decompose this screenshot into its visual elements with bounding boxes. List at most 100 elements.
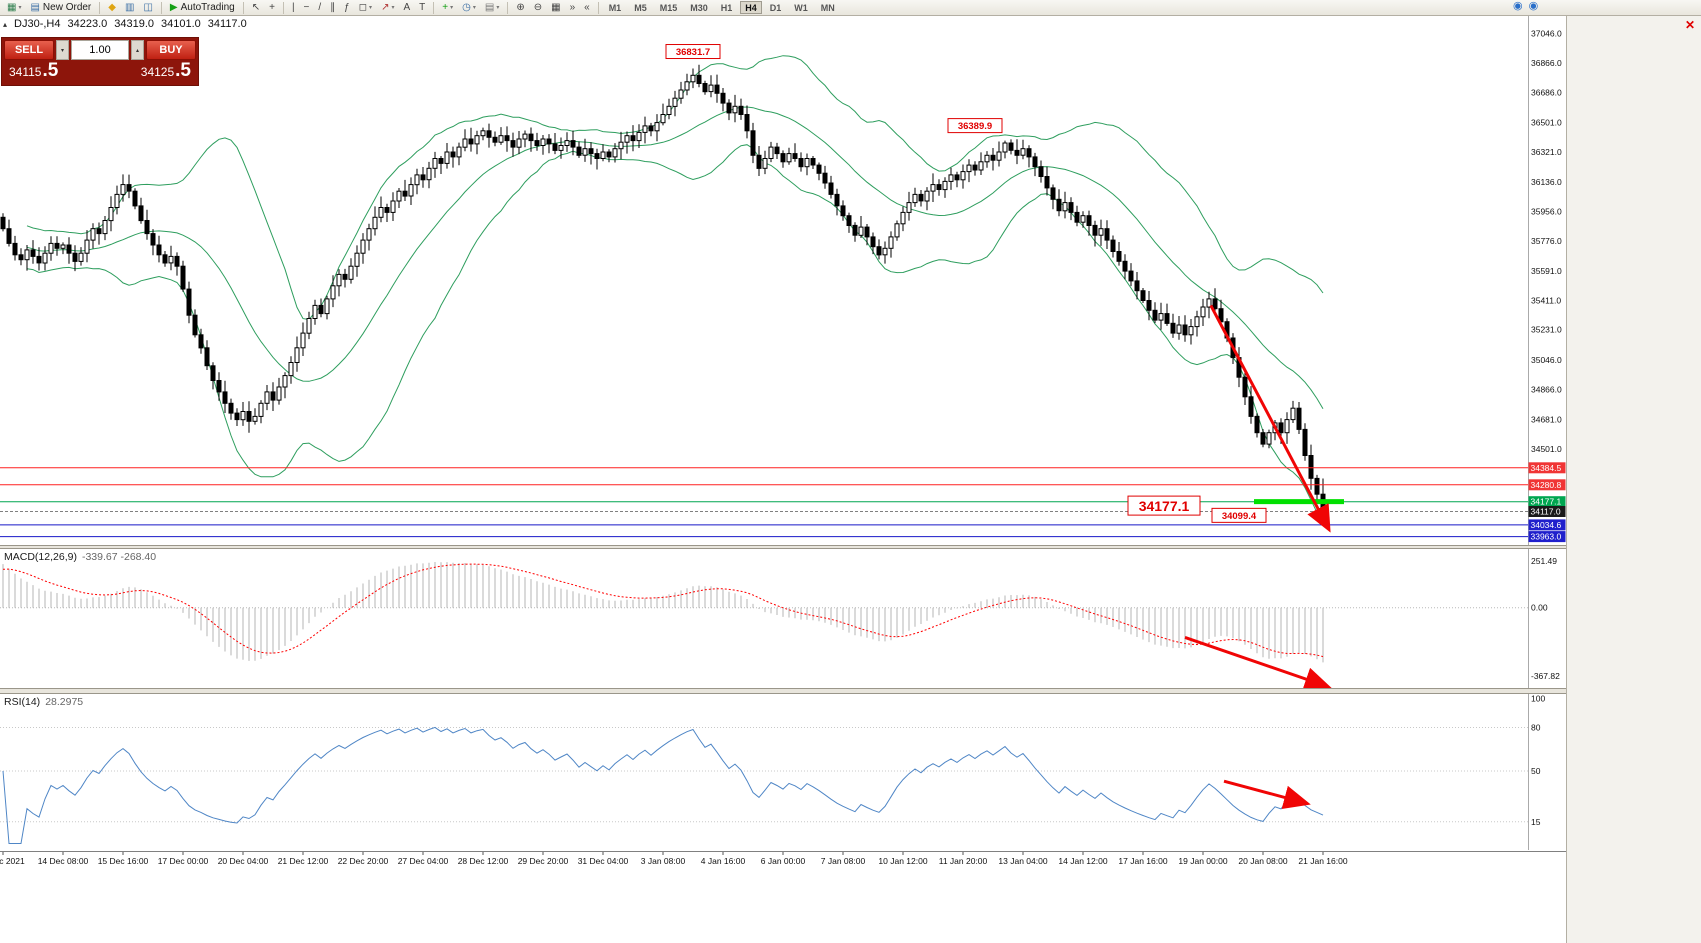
timeframe-w1-button[interactable]: W1 [794, 3, 808, 13]
tile-windows-icon[interactable]: ▦ [547, 1, 564, 15]
text-label-icon[interactable]: T [415, 1, 429, 15]
buy-price-main: 34125 [140, 64, 175, 79]
shapes-icon[interactable]: ◻ ▾ [355, 1, 376, 15]
svg-text:4 Jan 16:00: 4 Jan 16:00 [701, 856, 746, 866]
big-price-label[interactable]: 34177.1 [1127, 495, 1201, 516]
svg-text:21 Dec 12:00: 21 Dec 12:00 [278, 856, 329, 866]
ohlc-open: 34223.0 [67, 18, 108, 30]
equidistant-channel-icon[interactable]: ∥ [326, 1, 339, 15]
new-chart-icon[interactable]: ▦ ▾ [3, 1, 25, 15]
chart-symbol-info: ▴ DJ30-,H4 34223.0 34319.0 34101.0 34117… [3, 18, 247, 30]
svg-text:3 Jan 08:00: 3 Jan 08:00 [641, 856, 686, 866]
shapes-caret-icon[interactable]: ▾ [369, 5, 373, 11]
trend-arrow[interactable] [1223, 779, 1311, 810]
indicators-add-caret-icon[interactable]: ▾ [450, 5, 454, 11]
volume-input[interactable] [71, 40, 129, 60]
zoom-in-icon[interactable]: ⊕ [512, 1, 528, 15]
macd-panel-canvas[interactable]: 251.49 0.00 -367.82 [0, 549, 1566, 688]
autotrading-button[interactable]: ▶ AutoTrading [166, 1, 239, 15]
market-watch-icon[interactable]: ▥ [121, 1, 138, 15]
sell-button[interactable]: SELL [4, 40, 54, 60]
tile-windows-glyph-icon: ▦ [551, 1, 561, 13]
price-chart-canvas[interactable]: 36831.7 36389.9 34099.4 34177.1 37046.0 36866… [0, 16, 1566, 545]
profile-icon[interactable]: ◉ [1528, 0, 1539, 12]
rsi-axis-labels: 100 80 50 15 [1531, 694, 1545, 827]
cursor-icon[interactable]: ↖ [248, 1, 264, 15]
timeframe-mn-button[interactable]: MN [820, 3, 835, 13]
zoom-in-glyph-icon: ⊕ [516, 1, 525, 13]
community-icon[interactable]: ◉ [1513, 0, 1523, 12]
timeframe-h1-button[interactable]: H1 [720, 3, 733, 13]
svg-text:19 Jan 00:00: 19 Jan 00:00 [1178, 856, 1227, 866]
timeframe-m5-button[interactable]: M5 [634, 3, 647, 13]
timeframe-m1-button[interactable]: M1 [608, 3, 622, 13]
buy-price-big: .5 [175, 60, 191, 81]
templates-icon[interactable]: ▤ ▾ [481, 1, 503, 15]
text-icon[interactable]: A [399, 1, 414, 15]
timeframe-m15-button[interactable]: M15 [659, 3, 678, 13]
macd-signal-line [2, 563, 1324, 658]
timeframe-m30-button[interactable]: M30 [690, 3, 708, 13]
price-callout-34099.4[interactable]: 34099.4 [1211, 507, 1267, 523]
chart-close-button[interactable]: ✕ [1684, 18, 1695, 32]
macd-indicator-label: MACD(12,26,9) -339.67 -268.40 [4, 551, 156, 563]
rsi-panel-canvas[interactable]: 100 80 50 15 [0, 694, 1566, 850]
rsi-value: 28.2975 [45, 696, 84, 708]
indicators-add-icon[interactable]: + ▾ [438, 1, 457, 15]
market-watch-glyph-icon: ▥ [124, 1, 135, 13]
svg-text:34280.8: 34280.8 [1531, 480, 1562, 490]
autotrading-label: AutoTrading [180, 2, 235, 13]
metaeditor-icon[interactable]: ◆ [104, 1, 120, 15]
one-click-collapse-icon[interactable]: ▴ [3, 19, 8, 29]
svg-text:7 Jan 08:00: 7 Jan 08:00 [821, 856, 866, 866]
toolbar: ▦ ▾ ▤ New Order ◆ ▥ ◫ ▶ AutoTrading ↖ + | − / ∥ ƒ ◻ ▾ ↗ ▾ A T… [0, 0, 1701, 16]
svg-text:-367.82: -367.82 [1531, 671, 1560, 681]
svg-text:31 Dec 04:00: 31 Dec 04:00 [578, 856, 629, 866]
price-callout-36831.7[interactable]: 36831.7 [665, 44, 721, 60]
fibonacci-icon[interactable]: ƒ [340, 1, 354, 15]
time-axis-labels: 3 Dec 2021 14 Dec 08:00 15 Dec 16:00 17 Dec… [0, 852, 1348, 866]
svg-text:34866.0: 34866.0 [1531, 384, 1562, 394]
trendline-icon[interactable]: / [314, 1, 325, 15]
svg-text:10 Jan 12:00: 10 Jan 12:00 [878, 856, 927, 866]
terminal-icon[interactable]: ◫ [139, 1, 156, 15]
arrows-glyph-icon: ↗ [381, 1, 390, 13]
trend-arrow[interactable] [1184, 636, 1332, 688]
new-order-button[interactable]: ▤ New Order [26, 1, 95, 15]
indicators-add-glyph-icon: + [442, 1, 449, 13]
timeframe-h4-button[interactable]: H4 [740, 1, 762, 14]
vertical-line-icon[interactable]: | [288, 1, 299, 15]
templates-caret-icon[interactable]: ▾ [496, 5, 500, 11]
svg-text:20 Dec 04:00: 20 Dec 04:00 [218, 856, 269, 866]
shapes-glyph-icon: ◻ [358, 1, 368, 13]
arrows-icon[interactable]: ↗ ▾ [377, 1, 398, 15]
toolbar-separator [160, 1, 162, 14]
new-chart-caret-icon[interactable]: ▾ [18, 5, 22, 11]
rsi-name: RSI(14) [4, 696, 41, 708]
arrows-caret-icon[interactable]: ▾ [391, 5, 395, 11]
zoom-out-icon[interactable]: ⊖ [530, 1, 546, 15]
buy-button[interactable]: BUY [146, 40, 196, 60]
panel-splitter[interactable] [0, 545, 1566, 549]
svg-text:11 Jan 20:00: 11 Jan 20:00 [939, 856, 988, 866]
time-axis[interactable]: 3 Dec 2021 14 Dec 08:00 15 Dec 16:00 17 Dec… [0, 851, 1566, 868]
crosshair-icon[interactable]: + [265, 1, 279, 15]
volume-up-button[interactable]: ▴ [131, 40, 144, 60]
svg-text:17 Jan 16:00: 17 Jan 16:00 [1118, 856, 1167, 866]
svg-text:36501.0: 36501.0 [1531, 117, 1562, 127]
horizontal-line-icon[interactable]: − [300, 1, 314, 15]
panel-split6ter[interactable] [0, 688, 1566, 694]
svg-text:34177.1: 34177.1 [1531, 497, 1562, 507]
volume-down-button[interactable]: ▾ [56, 40, 69, 60]
trend-arrow[interactable] [1209, 304, 1331, 533]
price-callout-36389.9[interactable]: 36389.9 [947, 118, 1003, 134]
svg-text:35411.0: 35411.0 [1531, 295, 1561, 305]
timeframe-d1-button[interactable]: D1 [769, 3, 782, 13]
horizontal-line-glyph-icon: − [303, 1, 310, 13]
indicator-clock-icon[interactable]: ◷ ▾ [458, 1, 480, 15]
indicator-clock-caret-icon[interactable]: ▾ [472, 5, 476, 11]
axis-label-33963.0: 33963.0 [1528, 531, 1566, 543]
chart-shift-icon[interactable]: « [580, 1, 594, 15]
svg-text:100: 100 [1531, 694, 1545, 704]
auto-scroll-icon[interactable]: » [566, 1, 580, 15]
